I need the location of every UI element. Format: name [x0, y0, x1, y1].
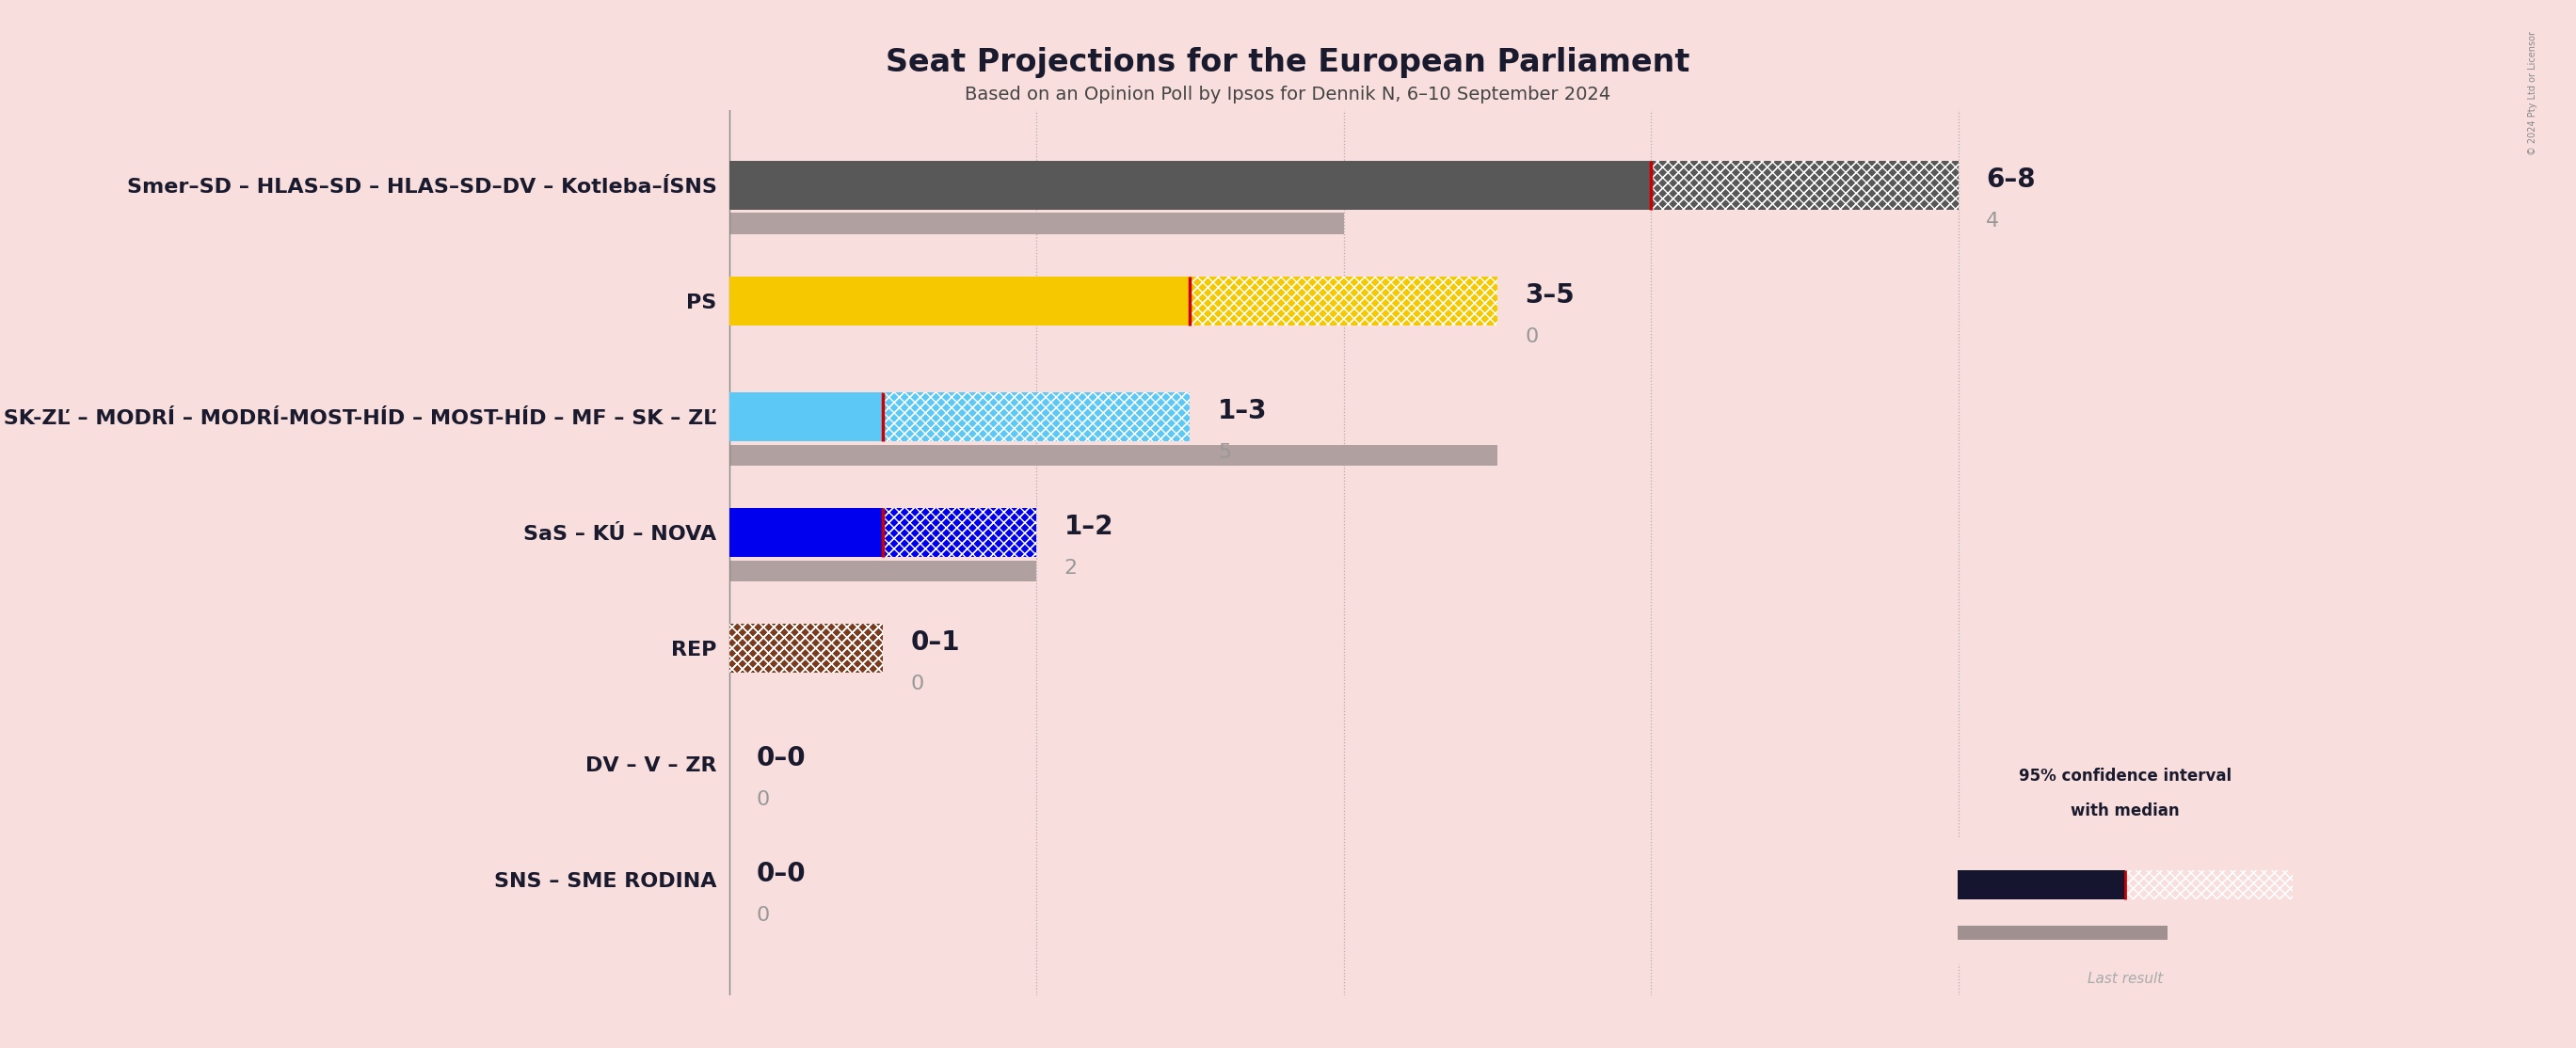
Bar	[729, 561, 1036, 582]
Bar	[729, 624, 884, 673]
Bar	[729, 624, 884, 673]
Text: 1–3: 1–3	[1218, 398, 1267, 424]
Bar	[1651, 161, 1958, 210]
Bar	[1651, 161, 1958, 210]
Bar	[729, 508, 884, 556]
Text: 0: 0	[909, 675, 925, 694]
Text: 0: 0	[1525, 328, 1538, 346]
Bar	[1958, 925, 2166, 940]
Bar	[729, 624, 884, 673]
Text: 5: 5	[1218, 443, 1231, 462]
Bar	[1190, 277, 1497, 325]
Bar	[884, 393, 1190, 441]
Bar	[1190, 277, 1497, 325]
Bar	[2125, 870, 2293, 899]
Text: Seat Projections for the European Parliament: Seat Projections for the European Parlia…	[886, 47, 1690, 79]
Text: 0–0: 0–0	[757, 745, 806, 771]
Text: 2: 2	[1064, 559, 1077, 577]
Text: 95% confidence interval: 95% confidence interval	[2020, 767, 2231, 785]
Text: with median: with median	[2071, 802, 2179, 820]
Bar	[884, 508, 1036, 556]
Text: 0–0: 0–0	[757, 860, 806, 888]
Bar	[884, 393, 1190, 441]
Bar	[729, 624, 884, 673]
Bar	[729, 444, 1497, 465]
Text: 3–5: 3–5	[1525, 282, 1574, 308]
Bar	[1958, 870, 2125, 899]
Text: 1–2: 1–2	[1064, 514, 1113, 540]
Text: 4: 4	[1986, 212, 1999, 231]
Bar	[884, 508, 1036, 556]
Bar	[729, 624, 884, 673]
Bar	[884, 393, 1190, 441]
Text: 6–8: 6–8	[1986, 167, 2035, 193]
Text: 0: 0	[757, 790, 770, 809]
Bar	[729, 277, 1190, 325]
Bar	[729, 393, 884, 441]
Text: Based on an Opinion Poll by Ipsos for Dennik N, 6–10 September 2024: Based on an Opinion Poll by Ipsos for De…	[966, 86, 1610, 104]
Bar	[729, 213, 1345, 234]
Text: 0–1: 0–1	[909, 630, 961, 656]
Bar	[729, 161, 1651, 210]
Text: Last result: Last result	[2087, 971, 2164, 986]
Bar	[884, 508, 1036, 556]
Text: © 2024 Pty Ltd or Licensor: © 2024 Pty Ltd or Licensor	[2527, 31, 2537, 155]
Text: 0: 0	[757, 907, 770, 925]
Bar	[2125, 870, 2293, 899]
Bar	[1190, 277, 1497, 325]
Bar	[1651, 161, 1958, 210]
Bar	[729, 624, 884, 673]
